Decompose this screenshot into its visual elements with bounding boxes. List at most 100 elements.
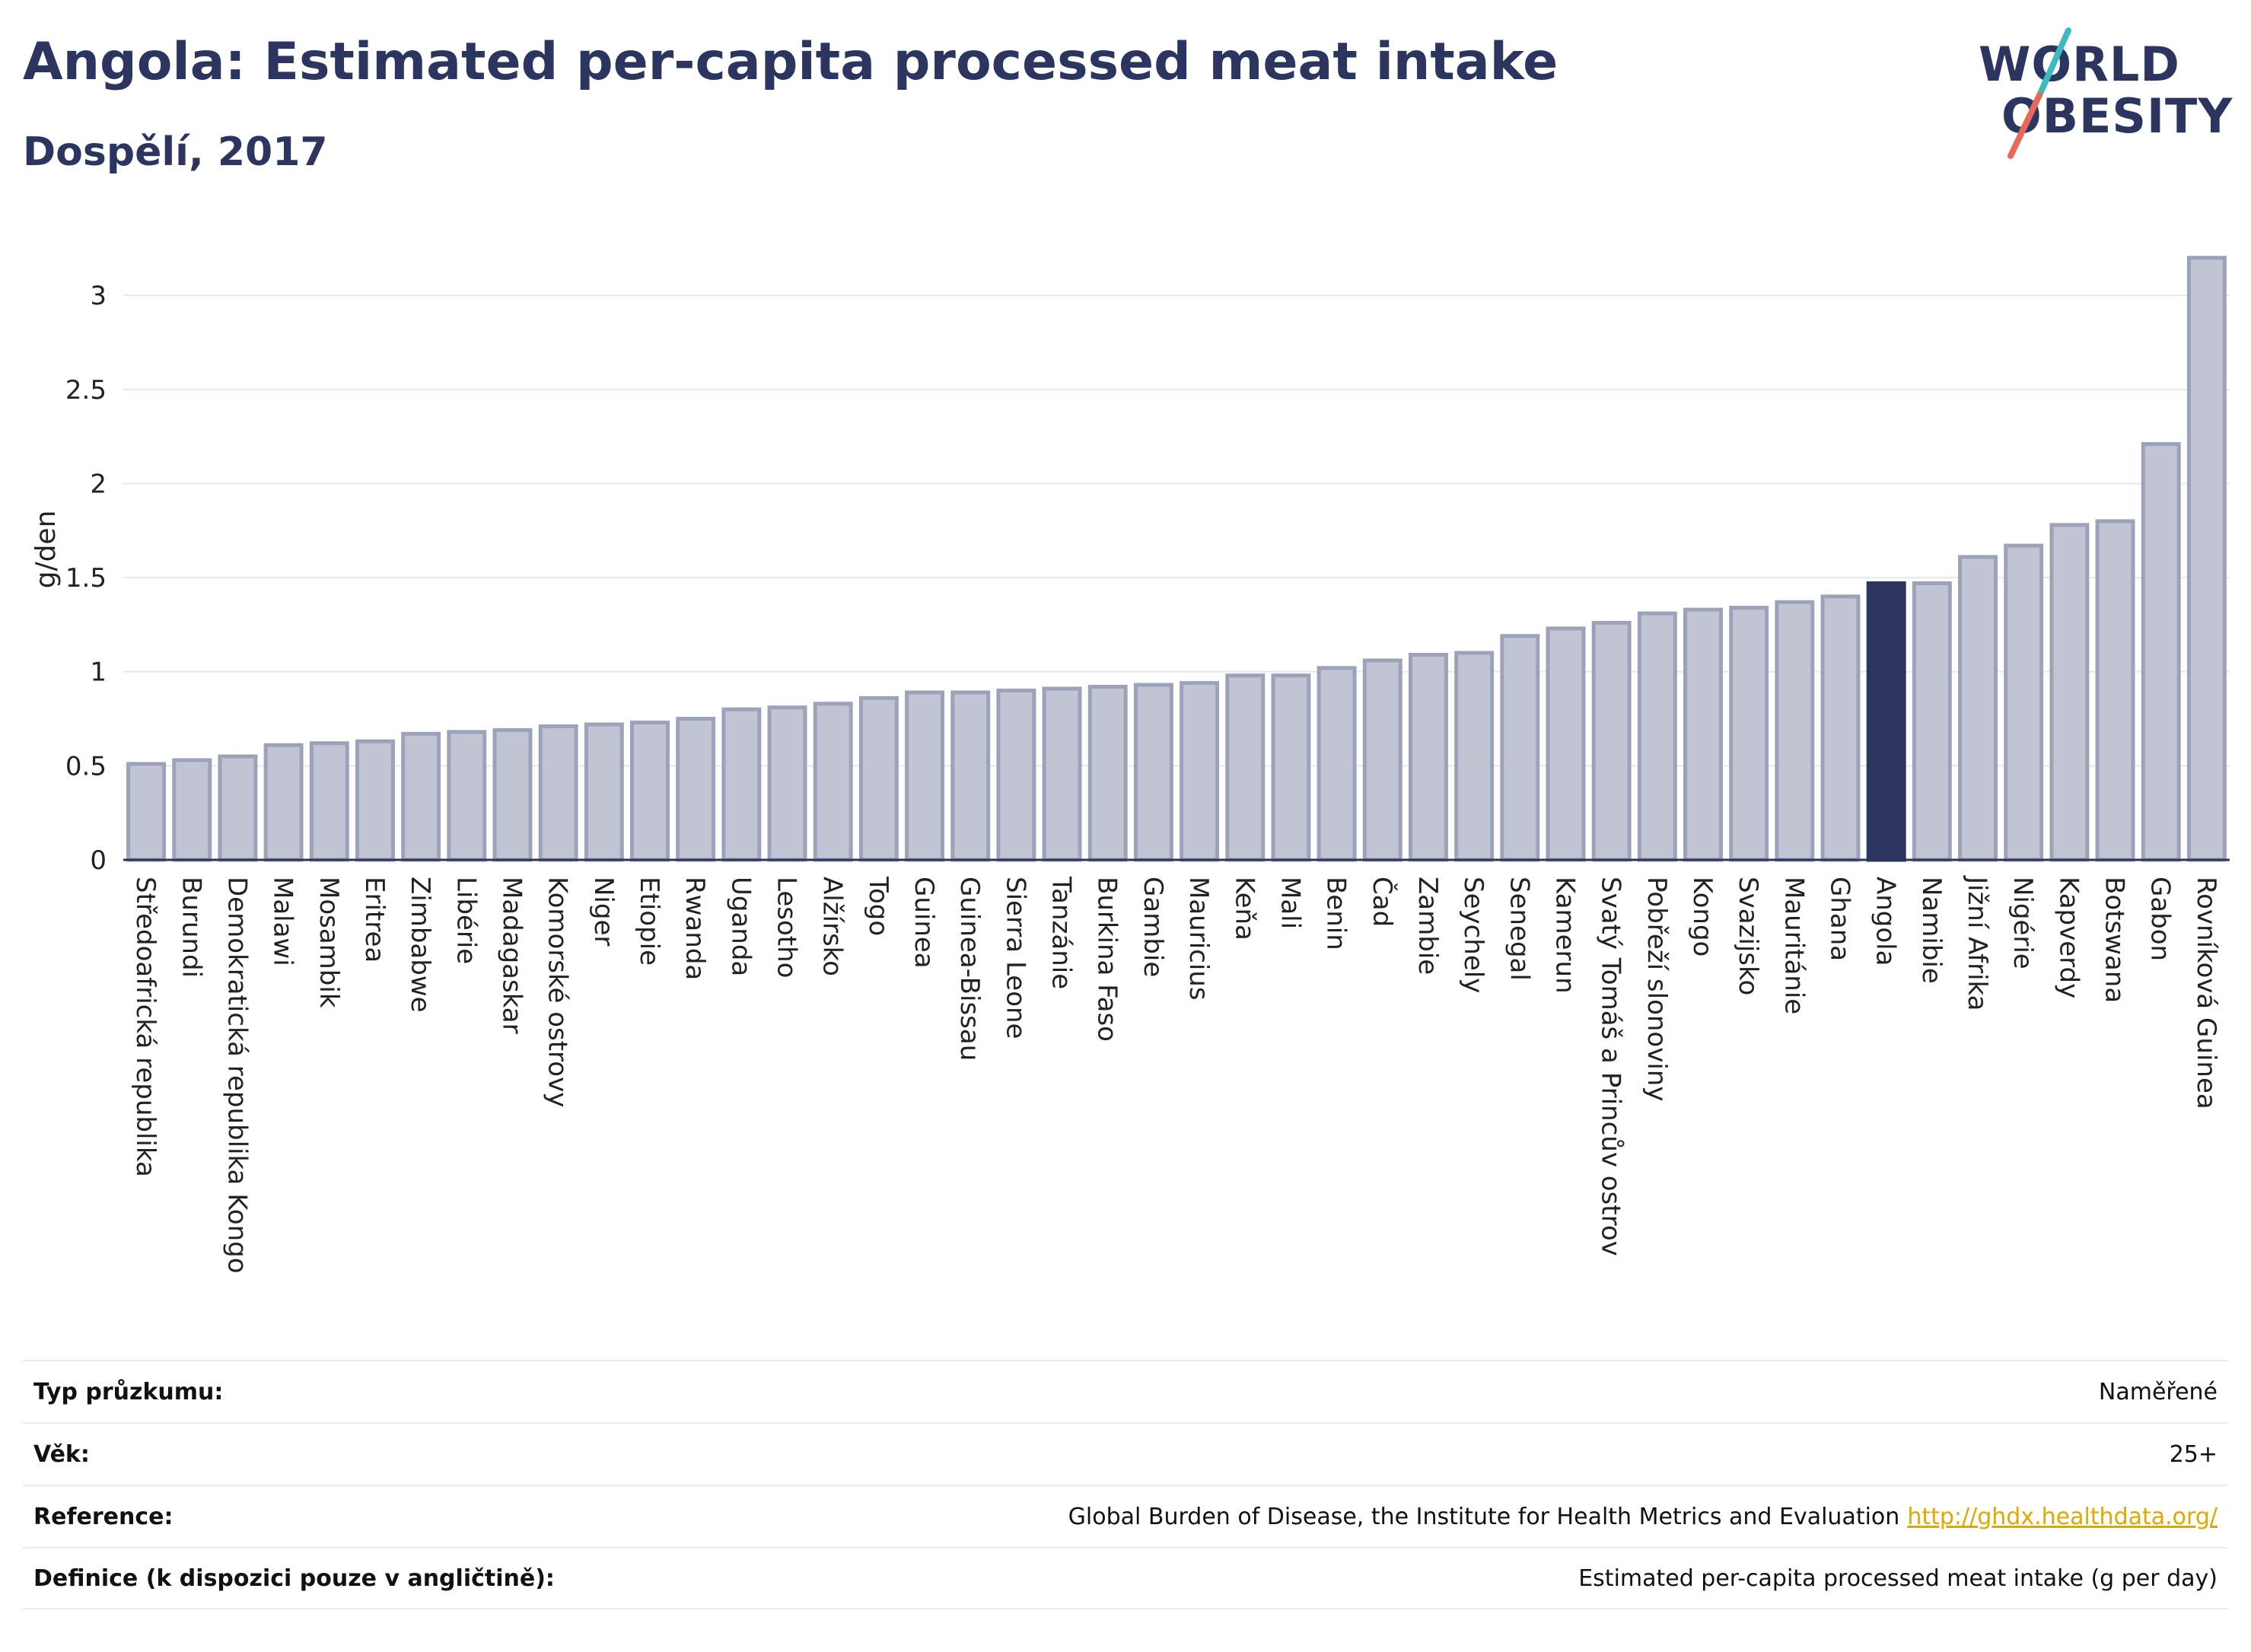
bar: [1775, 600, 1815, 862]
bar: [721, 707, 762, 862]
x-tick-label: Gabon: [2145, 877, 2176, 961]
x-tick-label: Mali: [1275, 877, 1305, 929]
y-tick-label: 0.5: [65, 751, 107, 781]
x-tick-label: Sierra Leone: [1000, 877, 1030, 1039]
y-tick-label: 3: [90, 281, 107, 311]
bar: [447, 730, 487, 862]
bar: [1591, 620, 1632, 862]
bar: [630, 720, 670, 862]
y-tick-label: 1: [90, 657, 107, 688]
info-row: Reference: Global Burden of Disease, the …: [23, 1485, 2228, 1547]
info-row: Definice (k dispozici pouze v angličtině…: [23, 1547, 2228, 1609]
info-value: Estimated per-capita processed meat inta…: [1578, 1565, 2218, 1592]
bar: [1042, 686, 1082, 862]
info-label: Typ průzkumu:: [33, 1378, 224, 1405]
chart-title: Angola: Estimated per-capita processed m…: [23, 32, 1559, 92]
bar: [1454, 651, 1495, 862]
x-tick-label: Madagaskar: [496, 877, 527, 1034]
bar: [584, 722, 624, 862]
x-tick-label: Burkina Faso: [1092, 877, 1122, 1042]
bar: [355, 739, 395, 862]
x-tick-label: Zambie: [1412, 877, 1443, 975]
bar: [996, 688, 1036, 862]
y-tick-label: 1.5: [65, 563, 107, 594]
bar: [1225, 673, 1266, 862]
x-tick-label: Namibie: [1916, 877, 1947, 984]
chart-subtitle: Dospělí, 2017: [23, 129, 328, 175]
x-tick-label: Seychely: [1458, 877, 1488, 993]
bar: [1133, 683, 1173, 862]
bar: [1866, 581, 1906, 862]
y-axis-title: g/den: [30, 511, 62, 589]
bar: [309, 741, 349, 862]
x-tick-label: Kongo: [1687, 877, 1718, 957]
x-tick-label: Niger: [588, 877, 619, 946]
info-value-text: Naměřené: [2098, 1378, 2218, 1405]
bar: [905, 690, 945, 862]
x-tick-label: Mauricius: [1183, 877, 1214, 1001]
logo-text-world: WORLD: [1979, 37, 2180, 92]
bar: [858, 695, 899, 862]
bar: [1087, 685, 1128, 862]
info-row: Věk: 25+: [23, 1422, 2228, 1485]
x-tick-label: Mosambik: [314, 877, 344, 1008]
info-value: Naměřené: [2099, 1379, 2218, 1405]
x-tick-label: Etiopie: [634, 877, 664, 966]
bar: [767, 705, 807, 862]
bar: [1912, 581, 1952, 862]
x-tick-label: Svatý Tomáš a Princův ostrov: [1596, 877, 1626, 1256]
x-tick-label: Lesotho: [772, 877, 802, 978]
world-obesity-logo[interactable]: WORLD OBESITY: [1979, 23, 2237, 160]
bar: [263, 743, 304, 862]
x-tick-label: Ghana: [1825, 877, 1855, 961]
bar: [1500, 634, 1540, 862]
x-tick-label: Libérie: [451, 877, 481, 964]
x-tick-label: Svazijsko: [1733, 877, 1763, 995]
info-label: Reference:: [33, 1503, 174, 1530]
info-row: Typ průzkumu: Naměřené: [23, 1360, 2228, 1422]
x-tick-label: Gambie: [1138, 877, 1168, 977]
info-value: Global Burden of Disease, the Institute …: [1068, 1504, 2218, 1530]
info-table: Typ průzkumu: Naměřené Věk: 25+ Reference: Gl…: [23, 1360, 2228, 1609]
bar: [1546, 626, 1586, 862]
bar: [2095, 519, 2135, 862]
info-value-text: 25+: [2169, 1440, 2218, 1468]
bar: [126, 762, 167, 862]
bar: [538, 724, 578, 862]
bar: [1958, 555, 1998, 862]
x-tick-label: Zimbabwe: [405, 877, 435, 1013]
y-tick-label: 2: [90, 469, 107, 499]
x-tick-label: Nigérie: [2007, 877, 2038, 969]
bar: [1271, 673, 1311, 862]
x-tick-label: Guinea: [909, 877, 939, 969]
x-tick-label: Jižní Afrika: [1962, 875, 1992, 1011]
bar: [1362, 658, 1402, 862]
bar: [1729, 606, 1769, 862]
y-tick-label: 2.5: [65, 375, 107, 406]
x-tick-label: Malawi: [268, 877, 298, 966]
bar: [1683, 607, 1723, 862]
x-tick-label: Tanzánie: [1046, 876, 1077, 989]
bar: [401, 731, 441, 862]
reference-link[interactable]: http://ghdx.healthdata.org/: [1907, 1503, 2218, 1530]
x-tick-label: Guinea-Bissau: [954, 877, 985, 1061]
bar: [676, 717, 716, 862]
x-tick-label: Mauritánie: [1778, 877, 1809, 1014]
info-value: 25+: [2170, 1441, 2218, 1468]
x-tick-label: Alžírsko: [817, 877, 848, 976]
bar: [2141, 442, 2181, 862]
bar: [492, 727, 533, 862]
bar: [2004, 543, 2044, 862]
bar: [218, 754, 258, 862]
x-tick-label: Burundi: [176, 877, 206, 978]
info-label: Definice (k dispozici pouze v angličtině…: [33, 1564, 555, 1592]
bar: [2049, 523, 2090, 862]
bar: [1820, 594, 1861, 862]
info-value-text: Global Burden of Disease, the Institute …: [1068, 1503, 1900, 1530]
x-tick-label: Rovníková Guinea: [2191, 877, 2221, 1109]
x-tick-label: Kapverdy: [2053, 877, 2084, 998]
bar: [2186, 256, 2227, 862]
bar: [950, 690, 991, 862]
bar-chart: 0 0.5 1 1.5 2 2.5 3 g/den Středoafrická republik…: [30, 256, 2230, 1274]
x-tick-label: Pobřeží slonoviny: [1641, 877, 1672, 1101]
